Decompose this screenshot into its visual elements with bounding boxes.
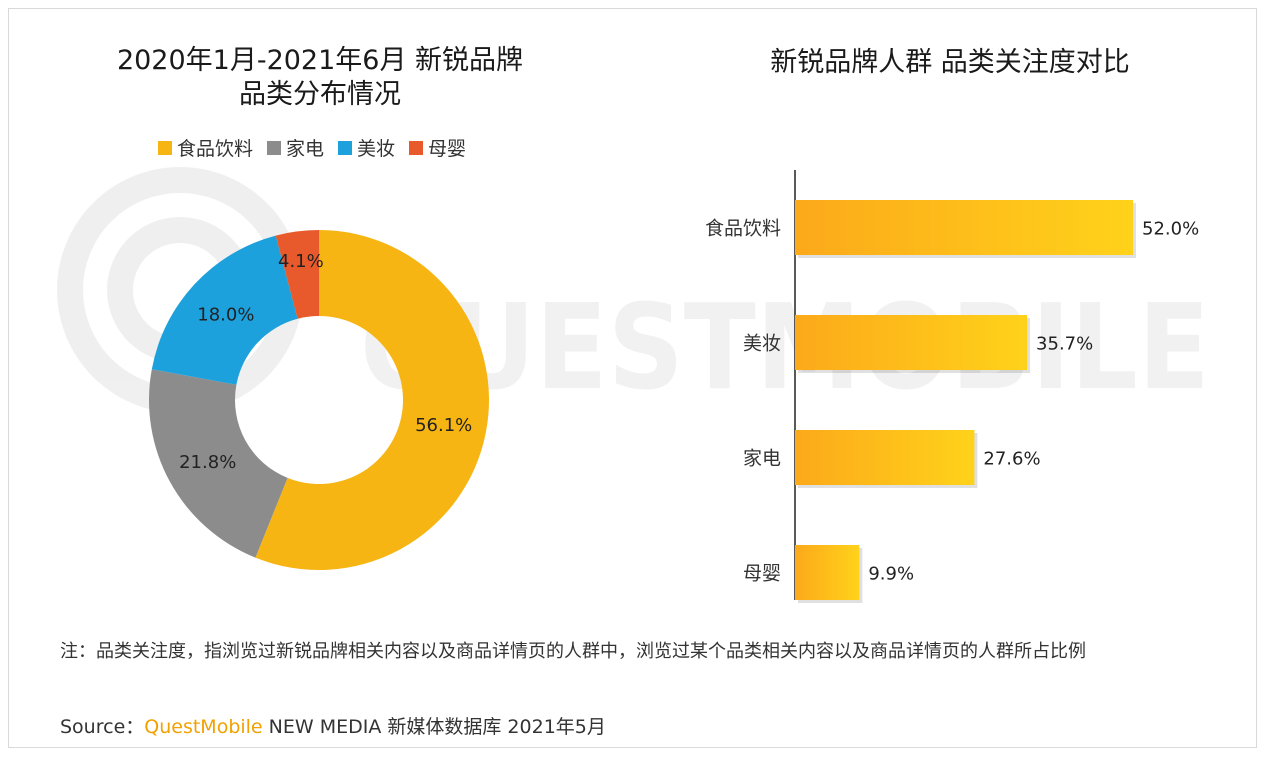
chart-frame — [8, 8, 1257, 748]
source-prefix: Source： — [60, 716, 145, 738]
footnote: 注：品类关注度，指浏览过新锐品牌相关内容以及商品详情页的人群中，浏览过某个品类相… — [60, 641, 1086, 662]
donut-label-beauty: 18.0% — [197, 305, 254, 326]
bar-category-label: 家电 — [743, 448, 781, 470]
legend-swatch-baby — [409, 140, 424, 155]
bar-value-label: 52.0% — [1142, 219, 1199, 240]
bar-category-label: 美妆 — [743, 333, 781, 355]
left-title-line1: 2020年1月-2021年6月 新锐品牌 — [116, 45, 524, 76]
donut-label-appliance: 21.8% — [179, 452, 236, 473]
donut-slice-food — [255, 230, 490, 570]
bar-value-label: 35.7% — [1036, 334, 1093, 355]
legend-label-beauty: 美妆 — [357, 138, 396, 160]
legend-item-food: 食品饮料 — [158, 134, 253, 161]
bar-value-label: 27.6% — [983, 449, 1040, 470]
left-chart-title: 2020年1月-2021年6月 新锐品牌 品类分布情况 — [60, 44, 580, 112]
bar-母婴 — [795, 545, 860, 600]
bar-value-label: 9.9% — [868, 564, 914, 585]
donut-slice-appliance — [148, 369, 288, 558]
donut-label-baby: 4.1% — [278, 251, 324, 272]
left-title-line2: 品类分布情况 — [239, 79, 401, 110]
legend-item-baby: 母婴 — [409, 134, 466, 161]
bar-家电 — [795, 430, 975, 485]
bar-category-label: 食品饮料 — [705, 218, 781, 240]
donut-slice-beauty — [151, 235, 298, 385]
donut-slice-baby — [275, 230, 319, 319]
legend-label-baby: 母婴 — [428, 138, 467, 160]
legend-swatch-appliance — [267, 140, 282, 155]
right-chart-title: 新锐品牌人群 品类关注度对比 — [770, 47, 1130, 78]
legend-label-food: 食品饮料 — [177, 138, 254, 160]
bar-食品饮料 — [795, 200, 1133, 255]
legend-swatch-food — [158, 140, 172, 155]
donut-legend: 食品饮料 家电 美妆 母婴 — [158, 134, 466, 161]
legend-item-appliance: 家电 — [267, 134, 324, 161]
legend-swatch-beauty — [338, 140, 353, 155]
donut-label-food: 56.1% — [415, 415, 472, 436]
legend-item-beauty: 美妆 — [338, 134, 395, 161]
source-suffix: NEW MEDIA 新媒体数据库 2021年5月 — [262, 716, 606, 738]
legend-label-appliance: 家电 — [286, 138, 325, 160]
bar-category-label: 母婴 — [743, 563, 781, 585]
source-line: Source：QuestMobile NEW MEDIA 新媒体数据库 2021… — [60, 712, 606, 739]
source-brand: QuestMobile — [144, 716, 263, 738]
bar-美妆 — [795, 315, 1028, 370]
